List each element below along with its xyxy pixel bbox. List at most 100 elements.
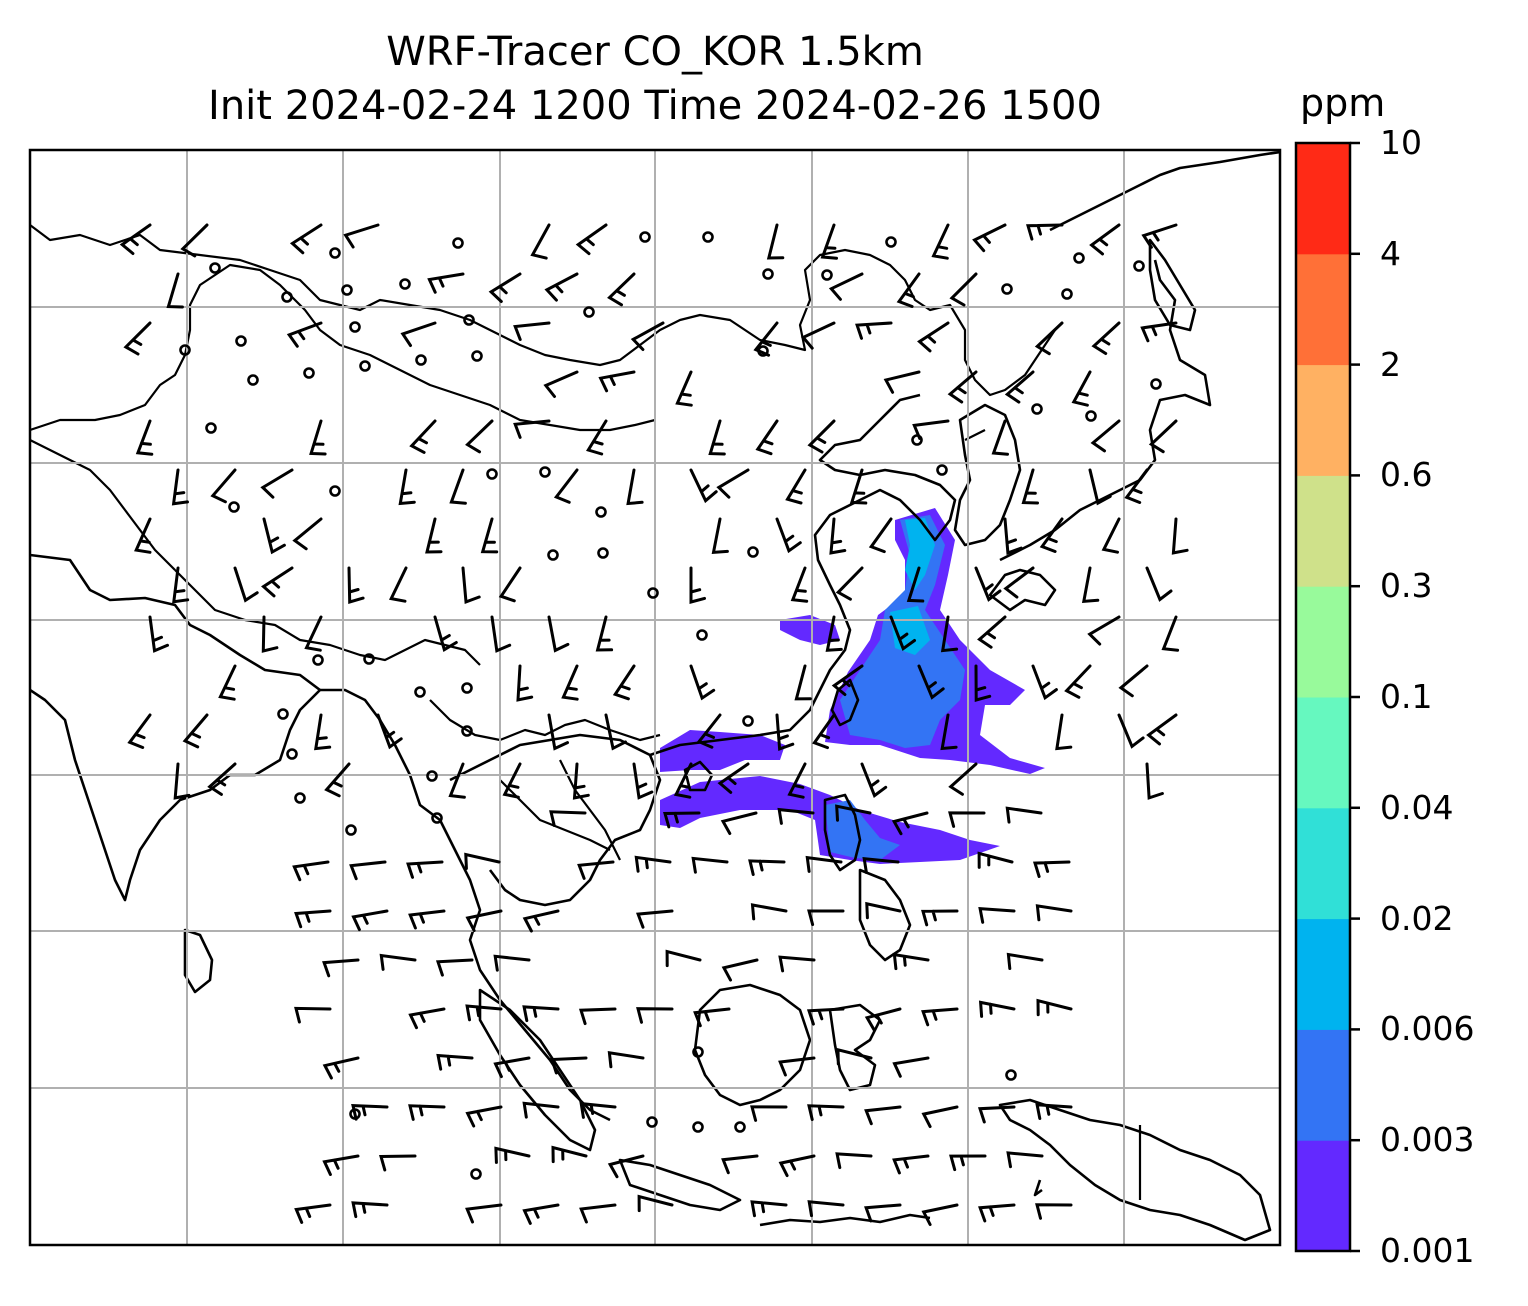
- wind-barb: [775, 517, 802, 554]
- wind-barb: [180, 223, 209, 258]
- wind-barb: [889, 615, 916, 652]
- wind-barb: [921, 1105, 959, 1129]
- wind-barb: [1003, 566, 1035, 599]
- wind-barb: [974, 664, 992, 702]
- colorbar-tick-label: 0.3: [1380, 566, 1433, 606]
- colorbar-tick-label: 0.006: [1380, 1009, 1475, 1049]
- wind-barb: [490, 615, 512, 653]
- wind-barb: [322, 1154, 360, 1176]
- wind-barb: [210, 468, 237, 504]
- wind-barb: [862, 857, 900, 874]
- calm-wind-marker: [734, 1121, 746, 1133]
- wind-barb: [343, 223, 380, 249]
- wind-barb: [637, 1194, 674, 1213]
- calm-wind-marker: [692, 1121, 704, 1133]
- wind-barb: [807, 1200, 845, 1218]
- map-title-line2: Init 2024-02-24 1200 Time 2024-02-26 150…: [208, 83, 1102, 129]
- wind-barb: [612, 664, 636, 701]
- calm-wind-marker: [1005, 1069, 1017, 1081]
- wind-barb: [1089, 223, 1121, 256]
- colorbar: [1294, 141, 1360, 1253]
- calm-wind-marker: [209, 262, 221, 274]
- calm-wind-marker: [281, 291, 293, 303]
- wind-barb: [691, 856, 729, 874]
- wind-barb: [748, 859, 786, 876]
- wind-barb: [182, 713, 209, 749]
- wind-barb: [1145, 762, 1164, 800]
- wind-barb: [721, 1154, 759, 1175]
- wind-barb: [1036, 998, 1073, 1017]
- wind-barb: [750, 1105, 788, 1122]
- wind-barb: [864, 1007, 902, 1032]
- calm-wind-marker: [539, 466, 551, 478]
- wind-barb: [1064, 664, 1092, 699]
- wind-barb: [805, 855, 843, 873]
- wind-barb: [977, 1105, 1016, 1124]
- calm-wind-marker: [415, 354, 427, 366]
- wind-barb: [322, 958, 360, 978]
- map-frame: [28, 148, 1282, 1247]
- wind-barb: [1032, 860, 1071, 878]
- wind-barb: [513, 419, 551, 439]
- calm-wind-marker: [1150, 378, 1162, 390]
- wind-barb: [896, 272, 921, 308]
- wind-barb: [314, 713, 332, 751]
- wind-barb: [135, 419, 154, 456]
- wind-barb: [755, 419, 779, 456]
- wind-barb: [921, 1007, 959, 1027]
- wind-barb: [696, 713, 722, 749]
- calm-wind-marker: [486, 468, 498, 480]
- wind-barb: [835, 1152, 873, 1170]
- wind-barb: [689, 468, 718, 504]
- wind-barb: [549, 810, 587, 827]
- wind-barb: [262, 517, 286, 555]
- wind-barb: [406, 860, 444, 879]
- wind-barb: [947, 370, 978, 404]
- wind-barb: [322, 1056, 360, 1080]
- wind-barb: [636, 1007, 674, 1024]
- colorbar-bin: [1296, 1029, 1350, 1141]
- wind-barb: [465, 909, 503, 932]
- wind-barb: [921, 1203, 959, 1226]
- wind-barb: [1005, 806, 1043, 824]
- colorbar-bin: [1296, 697, 1350, 809]
- colorbar-tick-label: 0.04: [1380, 787, 1454, 827]
- coast-borneo: [693, 983, 812, 1107]
- wind-barb: [949, 272, 978, 307]
- border-china-mongolia: [30, 224, 1056, 397]
- wind-barb: [812, 713, 836, 750]
- wind-barb: [1035, 904, 1073, 922]
- wind-barb: [948, 762, 978, 796]
- wind-barb: [1031, 664, 1058, 701]
- calm-wind-marker: [312, 654, 324, 666]
- colorbar-tick-label: 2: [1380, 344, 1401, 384]
- calm-wind-marker: [936, 464, 948, 476]
- coast-north-pacific-islands: [1033, 1179, 1043, 1197]
- calm-wind-marker: [1073, 252, 1085, 264]
- calm-wind-marker: [179, 344, 191, 356]
- coast-philippines-luzon: [823, 793, 862, 872]
- wind-barb: [753, 321, 779, 357]
- wind-barb: [940, 713, 958, 751]
- colorbar-bin: [1296, 253, 1350, 366]
- wind-barb: [436, 1053, 474, 1071]
- calm-wind-marker: [426, 770, 438, 782]
- calm-wind-marker: [303, 367, 315, 379]
- calm-wind-marker: [702, 231, 714, 243]
- wind-barb: [721, 958, 759, 982]
- wind-barb: [689, 566, 706, 604]
- wind-barb: [673, 762, 693, 799]
- wind-barb: [586, 419, 608, 456]
- wind-barb: [1026, 223, 1064, 241]
- wind-barb: [626, 468, 644, 506]
- wind-barb: [778, 955, 816, 973]
- wind-barb: [127, 713, 152, 749]
- wind-barb: [218, 664, 237, 701]
- wind-barb: [551, 1145, 588, 1164]
- calm-wind-marker: [747, 546, 759, 558]
- wind-barb: [595, 615, 614, 652]
- calm-wind-marker: [228, 501, 240, 513]
- coast-russia: [1049, 150, 1280, 232]
- wind-barb: [577, 860, 615, 880]
- wind-barb: [778, 1154, 816, 1178]
